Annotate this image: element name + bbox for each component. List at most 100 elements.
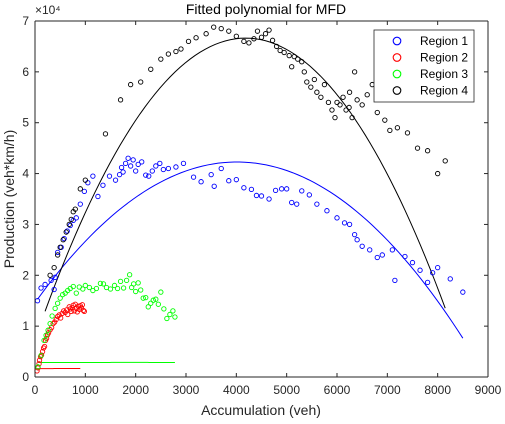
data-point-region-1 (130, 157, 136, 163)
data-point-region-4 (165, 51, 172, 57)
data-point-region-4 (47, 272, 53, 278)
data-point-region-1 (48, 277, 54, 284)
data-point-region-3 (49, 313, 55, 319)
data-point-region-1 (190, 174, 197, 180)
data-point-region-2 (79, 302, 85, 308)
data-point-region-1 (324, 208, 330, 214)
data-point-region-4 (66, 221, 72, 228)
data-point-region-3 (107, 286, 114, 292)
data-point-region-2 (36, 357, 43, 363)
legend-marker-region-3 (392, 69, 402, 79)
data-point-region-1 (359, 243, 365, 249)
data-point-region-4 (51, 265, 57, 271)
data-point-region-3 (73, 290, 79, 296)
data-point-region-3 (35, 364, 41, 370)
data-point-region-1 (143, 172, 149, 178)
data-point-region-3 (164, 315, 170, 322)
data-point-region-2 (81, 308, 87, 315)
data-point-region-1 (266, 196, 272, 202)
data-point-region-2 (50, 320, 56, 327)
data-point-region-1 (306, 192, 312, 198)
data-point-region-4 (254, 28, 261, 34)
data-point-region-3 (133, 288, 139, 295)
data-point-region-1 (180, 160, 187, 167)
data-point-region-1 (314, 201, 320, 207)
data-point-region-4 (374, 109, 380, 116)
data-point-region-1 (135, 161, 141, 168)
data-point-region-1 (160, 166, 167, 173)
data-point-region-2 (68, 308, 74, 315)
data-point-region-4 (304, 79, 310, 85)
data-point-region-4 (246, 40, 252, 46)
data-point-region-4 (394, 125, 401, 131)
data-point-region-1 (211, 183, 217, 189)
data-point-region-3 (126, 272, 133, 278)
axes-frame (34, 20, 489, 378)
data-point-region-3 (143, 295, 149, 301)
data-point-region-1 (51, 286, 57, 293)
data-point-region-2 (53, 316, 59, 323)
data-point-region-1 (90, 173, 96, 179)
fit-curve-region-4 (44, 37, 446, 312)
data-point-region-4 (138, 79, 144, 85)
x-tick-label: 5000 (273, 383, 300, 397)
data-point-region-4 (241, 38, 247, 44)
data-point-region-4 (226, 28, 232, 34)
data-point-region-4 (63, 229, 69, 235)
y-tick-label: 6 (22, 65, 29, 79)
data-point-region-2 (61, 308, 67, 314)
data-point-region-4 (233, 33, 239, 39)
data-point-region-1 (424, 279, 431, 286)
data-point-region-4 (404, 130, 411, 136)
data-point-region-3 (155, 301, 161, 307)
data-point-region-4 (102, 131, 109, 137)
data-point-region-3 (161, 306, 167, 312)
fit-curves (37, 37, 464, 370)
data-points (34, 24, 466, 374)
data-point-region-3 (52, 305, 58, 311)
data-point-region-4 (203, 31, 209, 37)
data-point-region-1 (52, 274, 58, 280)
data-point-region-1 (139, 159, 145, 165)
data-point-region-4 (262, 31, 269, 37)
data-point-region-4 (387, 127, 393, 133)
data-point-region-4 (82, 177, 88, 183)
data-point-region-4 (340, 94, 346, 100)
data-point-region-2 (80, 307, 86, 314)
data-point-region-4 (337, 102, 343, 108)
data-point-region-4 (277, 47, 283, 54)
fit-curve-region-1 (37, 161, 464, 339)
y-axis-ticks: 0 1 2 3 4 5 6 7 (22, 14, 488, 384)
data-point-region-1 (417, 267, 423, 273)
x-tick-label: 2000 (122, 383, 149, 397)
data-point-region-1 (116, 171, 123, 178)
data-point-region-1 (284, 186, 290, 192)
data-point-region-4 (158, 56, 164, 62)
data-point-region-4 (218, 25, 224, 32)
data-point-region-1 (258, 193, 265, 199)
data-point-region-4 (349, 114, 355, 121)
data-point-region-1 (299, 188, 305, 194)
legend-marker-region-1 (392, 36, 402, 46)
data-point-region-4 (332, 114, 338, 121)
data-point-region-4 (127, 81, 134, 88)
data-point-region-4 (211, 24, 217, 30)
data-point-region-1 (294, 201, 300, 207)
data-point-region-1 (241, 185, 247, 191)
data-point-region-1 (61, 236, 67, 242)
data-point-region-4 (68, 216, 74, 222)
data-point-region-4 (346, 104, 352, 111)
y-tick-label: 3 (22, 217, 29, 231)
data-point-region-4 (321, 81, 328, 88)
data-point-region-1 (122, 160, 129, 167)
data-point-region-2 (65, 311, 71, 318)
data-point-region-1 (73, 215, 79, 221)
data-point-region-4 (414, 145, 421, 151)
data-point-region-1 (334, 215, 340, 221)
data-point-region-3 (41, 337, 47, 344)
data-point-region-1 (374, 254, 380, 261)
x-tick-label: 9000 (475, 383, 502, 397)
data-point-region-4 (435, 170, 441, 177)
data-point-region-1 (208, 171, 214, 178)
data-point-region-4 (72, 206, 78, 212)
